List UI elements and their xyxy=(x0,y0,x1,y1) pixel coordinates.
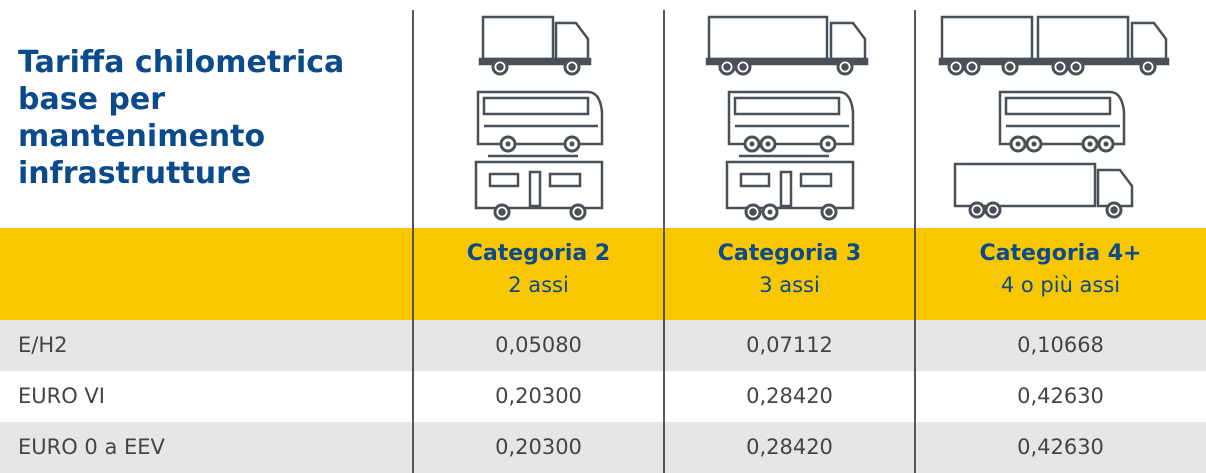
tariff-table: Tariffa chilometrica base per mantenimen… xyxy=(0,0,1206,473)
column-divider xyxy=(412,10,414,473)
tariff-value: 0,07112 xyxy=(664,320,915,371)
axle-count: 2 assi xyxy=(413,270,664,300)
row-label: E/H2 xyxy=(18,320,68,371)
column-header: Categoria 4+4 o più assi xyxy=(915,238,1206,300)
column-divider xyxy=(914,10,916,473)
category-name: Categoria 4+ xyxy=(915,238,1206,270)
row-label: EURO 0 a EEV xyxy=(18,422,165,473)
tariff-value: 0,20300 xyxy=(413,371,664,422)
category-name: Categoria 2 xyxy=(413,238,664,270)
axle-count: 4 o più assi xyxy=(915,270,1206,300)
axle-count: 3 assi xyxy=(664,270,915,300)
column-divider xyxy=(663,10,665,473)
vehicle-icons xyxy=(0,0,1206,228)
row-label: EURO VI xyxy=(18,371,105,422)
tariff-value: 0,28420 xyxy=(664,422,915,473)
tariff-value: 0,28420 xyxy=(664,371,915,422)
tariff-value: 0,10668 xyxy=(915,320,1206,371)
tariff-value: 0,42630 xyxy=(915,422,1206,473)
tariff-value: 0,42630 xyxy=(915,371,1206,422)
category-name: Categoria 3 xyxy=(664,238,915,270)
tariff-value: 0,05080 xyxy=(413,320,664,371)
tariff-value: 0,20300 xyxy=(413,422,664,473)
